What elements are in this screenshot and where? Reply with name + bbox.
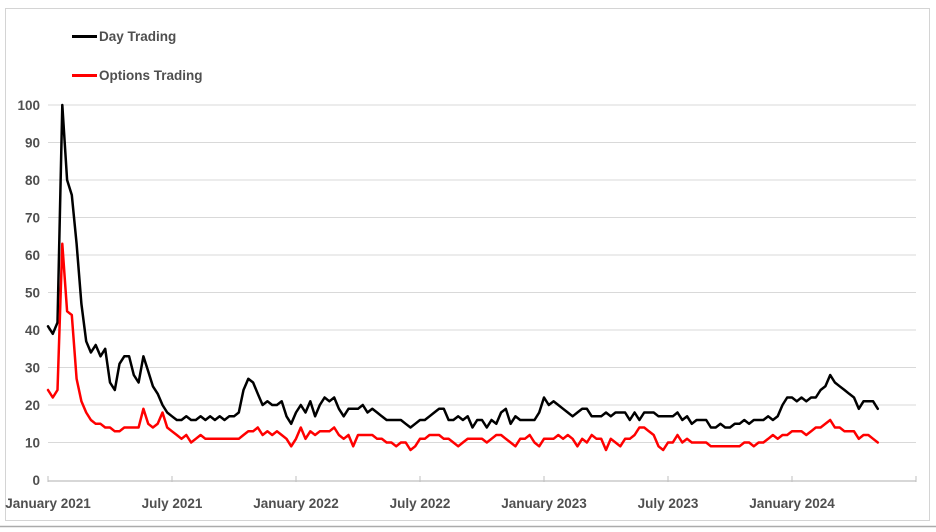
legend-swatch-options-trading [72,73,97,77]
legend-item-day-trading: Day Trading [72,26,203,46]
x-tick-label: July 2021 [142,496,203,511]
x-tick-label: July 2023 [638,496,699,511]
series-line-options-trading [46,242,880,452]
y-tick-label: 50 [25,286,40,301]
y-tick-label: 20 [25,398,40,413]
y-tick-label: 10 [25,436,40,451]
x-tick-label: January 2022 [253,496,339,511]
y-tick-label: 0 [32,473,40,488]
x-tick-label: January 2023 [501,496,587,511]
chart-border [5,8,930,521]
y-tick-label: 60 [25,248,40,263]
legend-swatch-day-trading [72,34,97,38]
x-tick-label: January 2021 [5,496,91,511]
x-tick-label: January 2024 [749,496,835,511]
legend-label-options-trading: Options Trading [99,67,203,83]
y-tick-label: 100 [17,98,40,113]
legend-item-options-trading: Options Trading [72,65,203,85]
legend: Day Trading Options Trading [72,26,203,104]
y-tick-label: 70 [25,211,40,226]
legend-label-day-trading: Day Trading [99,28,177,44]
series-line-day-trading [46,103,880,429]
y-tick-label: 40 [25,323,40,338]
x-tick-label: July 2022 [390,496,451,511]
y-tick-label: 90 [25,136,40,151]
y-tick-label: 80 [25,173,40,188]
y-tick-label: 30 [25,361,40,376]
